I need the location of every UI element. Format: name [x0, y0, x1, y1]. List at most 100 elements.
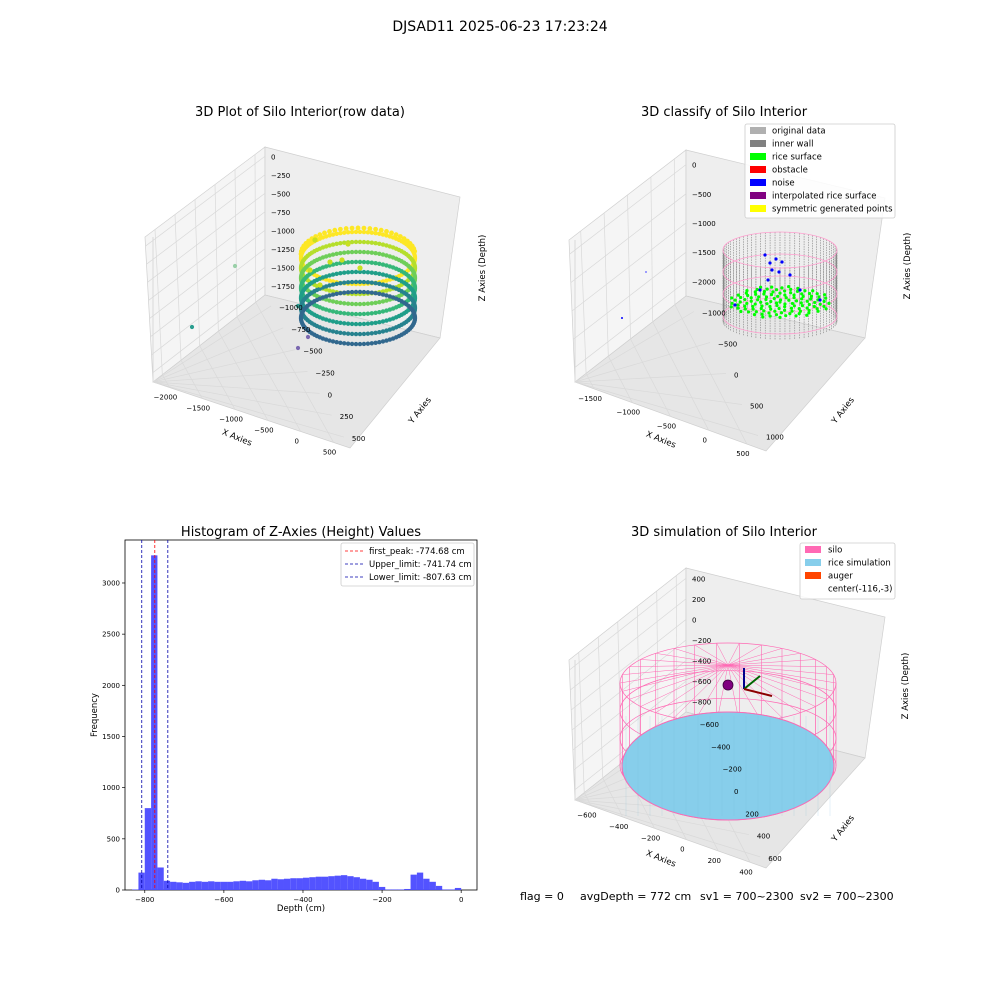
classify-rice-point — [770, 285, 774, 289]
raw-point — [365, 290, 371, 295]
raw-outlier-point — [189, 324, 195, 330]
raw-point — [380, 232, 386, 237]
sim-gridline-y — [574, 799, 761, 858]
classify-rice-point — [805, 313, 809, 317]
classify-noise-point — [777, 270, 781, 274]
raw-point — [330, 309, 336, 314]
raw-gridline-z — [145, 155, 266, 247]
raw-point — [327, 259, 333, 265]
hist-bar — [416, 872, 424, 890]
sim-ytick: −400 — [711, 743, 730, 751]
raw-point — [338, 231, 343, 236]
classify-ztick: 0 — [692, 162, 696, 170]
classify-gridline-z — [572, 251, 687, 340]
raw-point — [384, 263, 389, 268]
classify-rice-point — [756, 298, 760, 302]
classify-ticks: −1500 −1000 −500 0 500 1000 500 0 −500 −1000 0 −500… — [578, 162, 784, 459]
classify-rice-point — [775, 303, 779, 308]
raw-gridline-z — [147, 192, 266, 283]
classify-rice-point — [784, 314, 788, 318]
raw-point — [327, 298, 332, 303]
hist-bar — [283, 878, 291, 890]
raw-point — [393, 232, 399, 238]
raw-point — [357, 321, 363, 327]
raw-gridline-y — [152, 349, 296, 383]
raw-point — [384, 318, 389, 323]
raw-point — [330, 252, 336, 257]
classify-ytick: 1000 — [766, 434, 784, 442]
raw-point — [327, 229, 332, 234]
raw-point — [380, 242, 386, 247]
classify-legend: original data inner wall rice surface obsta… — [744, 123, 896, 219]
raw-point — [330, 272, 336, 277]
classify-rice-point — [776, 294, 780, 298]
raw-point — [323, 274, 329, 279]
raw-point — [384, 229, 389, 234]
raw-point — [345, 230, 351, 235]
hist-bar — [277, 879, 284, 890]
raw-point — [327, 288, 332, 293]
sim-ytick: 400 — [757, 833, 770, 841]
raw-point — [373, 300, 378, 305]
raw-point — [338, 281, 343, 286]
raw-point — [353, 269, 359, 275]
hist-bar — [144, 808, 152, 890]
hist-bar — [423, 878, 430, 890]
classify-rice-point — [733, 298, 737, 302]
raw-point — [323, 294, 329, 299]
raw-point — [365, 311, 371, 316]
raw-point — [332, 227, 338, 233]
raw-point — [353, 301, 359, 307]
classify-ytick: 0 — [734, 372, 738, 380]
classify-rice-point — [783, 308, 787, 312]
raw-point — [369, 341, 374, 346]
classify-rice-point — [794, 299, 799, 303]
raw-point — [327, 278, 332, 283]
hist-bar — [258, 879, 266, 890]
classify-rice-point — [797, 307, 801, 311]
raw-point — [353, 321, 359, 327]
classify-gridline-z — [570, 193, 687, 283]
classify-ytick: −1000 — [702, 310, 726, 318]
raw-gridline-x-back — [214, 184, 219, 332]
classify-noise-point — [766, 278, 770, 282]
raw-point — [361, 311, 367, 317]
classify-legend-label: original data — [772, 127, 826, 137]
raw-point — [345, 280, 351, 285]
hist-ytick: 1500 — [102, 733, 120, 741]
classify-rice-point — [751, 307, 755, 311]
raw-point — [384, 298, 389, 303]
hist-xtick: 0 — [459, 896, 463, 904]
raw-point — [412, 283, 418, 289]
sim-ytick: 200 — [745, 810, 758, 818]
classify-rice-point — [799, 301, 803, 305]
classify-rice-point — [736, 293, 740, 297]
classify-rice-point — [739, 309, 743, 314]
raw-point — [397, 234, 403, 239]
classify-ztick: −2000 — [692, 278, 716, 286]
classify-rice-point — [824, 307, 828, 311]
classify-rice-point — [809, 297, 813, 301]
hist-bar — [315, 876, 322, 890]
classify-rice-point — [822, 293, 827, 297]
sim-ticks: −600 −400 −200 0 200 400 600 400 200 0 −200 −400 −60… — [577, 575, 781, 876]
hist-ytick: 1000 — [102, 784, 120, 792]
classify-gridline-z — [571, 222, 687, 312]
sim-ztick: −800 — [692, 699, 711, 707]
raw-point — [384, 278, 389, 283]
raw-point — [373, 340, 378, 345]
raw-point — [357, 311, 363, 317]
hist-bar — [252, 880, 259, 890]
raw-gridline-z — [148, 211, 266, 301]
classify-noise-point — [818, 298, 822, 302]
hist-bar — [429, 881, 436, 890]
classify-ring — [722, 253, 838, 291]
classify-rice-point — [774, 301, 779, 305]
hist-xtick: −200 — [372, 896, 391, 904]
raw-point — [327, 328, 332, 333]
raw-point — [384, 288, 389, 293]
raw-xtick: −2000 — [154, 394, 178, 402]
hist-legend-box — [340, 542, 475, 587]
raw-point — [330, 299, 336, 304]
